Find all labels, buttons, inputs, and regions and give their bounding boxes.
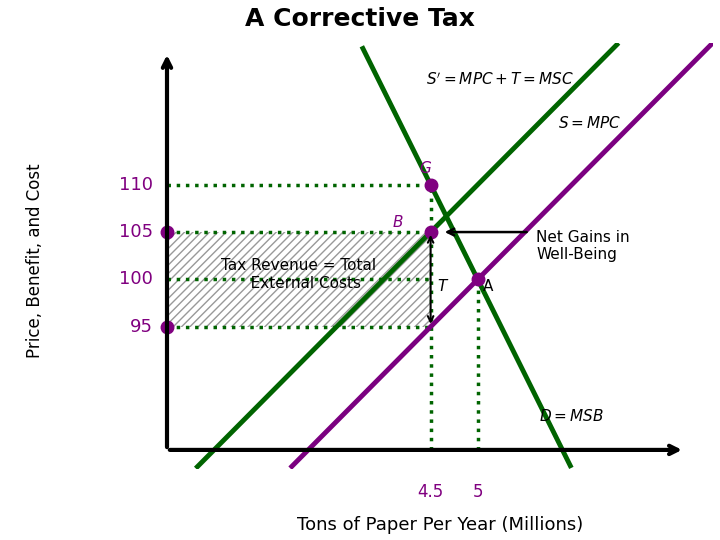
Title: A Corrective Tax: A Corrective Tax — [245, 7, 475, 31]
Text: $D = MSB$: $D = MSB$ — [539, 408, 603, 424]
Text: Price, Benefit, and Cost: Price, Benefit, and Cost — [26, 163, 44, 358]
Text: 100: 100 — [119, 271, 153, 288]
Text: 4.5: 4.5 — [418, 483, 444, 501]
Text: A: A — [482, 279, 492, 294]
Text: B: B — [393, 215, 403, 231]
Text: $S = MPC$: $S = MPC$ — [558, 115, 621, 131]
Text: Net Gains in
Well-Being: Net Gains in Well-Being — [536, 230, 630, 262]
Text: Tax Revenue = Total
   External Costs: Tax Revenue = Total External Costs — [221, 259, 377, 291]
Bar — [167, 232, 431, 327]
Text: T: T — [437, 279, 446, 294]
Text: $S' = MPC + T = MSC$: $S' = MPC + T = MSC$ — [426, 72, 574, 88]
Text: 105: 105 — [119, 223, 153, 241]
Text: 5: 5 — [472, 483, 483, 501]
Text: Tons of Paper Per Year (Millions): Tons of Paper Per Year (Millions) — [297, 516, 583, 534]
Text: G: G — [419, 161, 431, 177]
Text: 95: 95 — [130, 318, 153, 336]
Text: 110: 110 — [119, 176, 153, 194]
